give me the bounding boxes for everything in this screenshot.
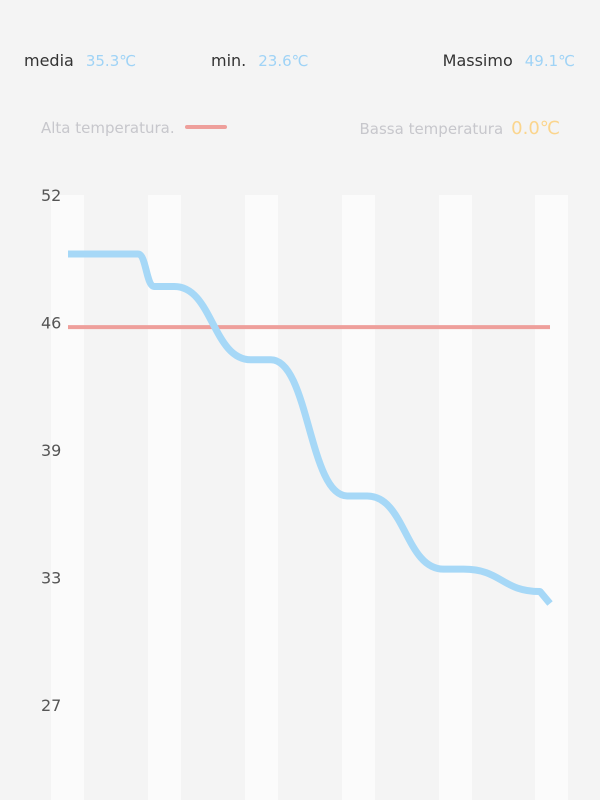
column-band	[51, 195, 84, 800]
stats-bar: media 35.3℃ min. 23.6℃ Massimo 49.1℃	[0, 50, 600, 74]
column-band	[439, 195, 472, 800]
y-tick-label: 33	[41, 569, 61, 588]
series-layer	[68, 250, 553, 606]
legend-high-label: Alta temperatura.	[41, 119, 175, 137]
stat-min: min. 23.6℃	[211, 50, 309, 72]
column-band	[148, 195, 181, 800]
y-tick-label: 27	[41, 696, 61, 715]
legend-high-swatch	[184, 124, 227, 129]
column-band	[535, 195, 568, 800]
legend-low-temperature: Bassa temperatura 0.0℃	[360, 118, 561, 140]
stat-average-value: 35.3℃	[85, 52, 137, 70]
stat-max: Massimo 49.1℃	[443, 50, 575, 72]
stat-max-label: Massimo	[442, 51, 513, 70]
y-axis-ticks: 52 46 39 33 27	[41, 186, 61, 715]
stat-max-value: 49.1℃	[524, 52, 575, 70]
stat-average-label: media	[24, 51, 74, 70]
legend-high-temperature: Alta temperatura.	[41, 117, 227, 139]
stat-min-label: min.	[211, 51, 247, 70]
legend-low-label: Bassa temperatura	[359, 120, 504, 138]
temperature-series-line	[68, 250, 553, 606]
legend-low-value: 0.0℃	[511, 118, 560, 139]
y-tick-label: 46	[41, 314, 61, 333]
y-tick-label: 39	[41, 441, 61, 460]
column-band	[245, 195, 278, 800]
column-bands	[51, 195, 568, 800]
stat-average: media 35.3℃	[24, 50, 136, 72]
stat-min-value: 23.6℃	[258, 52, 309, 70]
y-tick-label: 52	[41, 186, 61, 205]
